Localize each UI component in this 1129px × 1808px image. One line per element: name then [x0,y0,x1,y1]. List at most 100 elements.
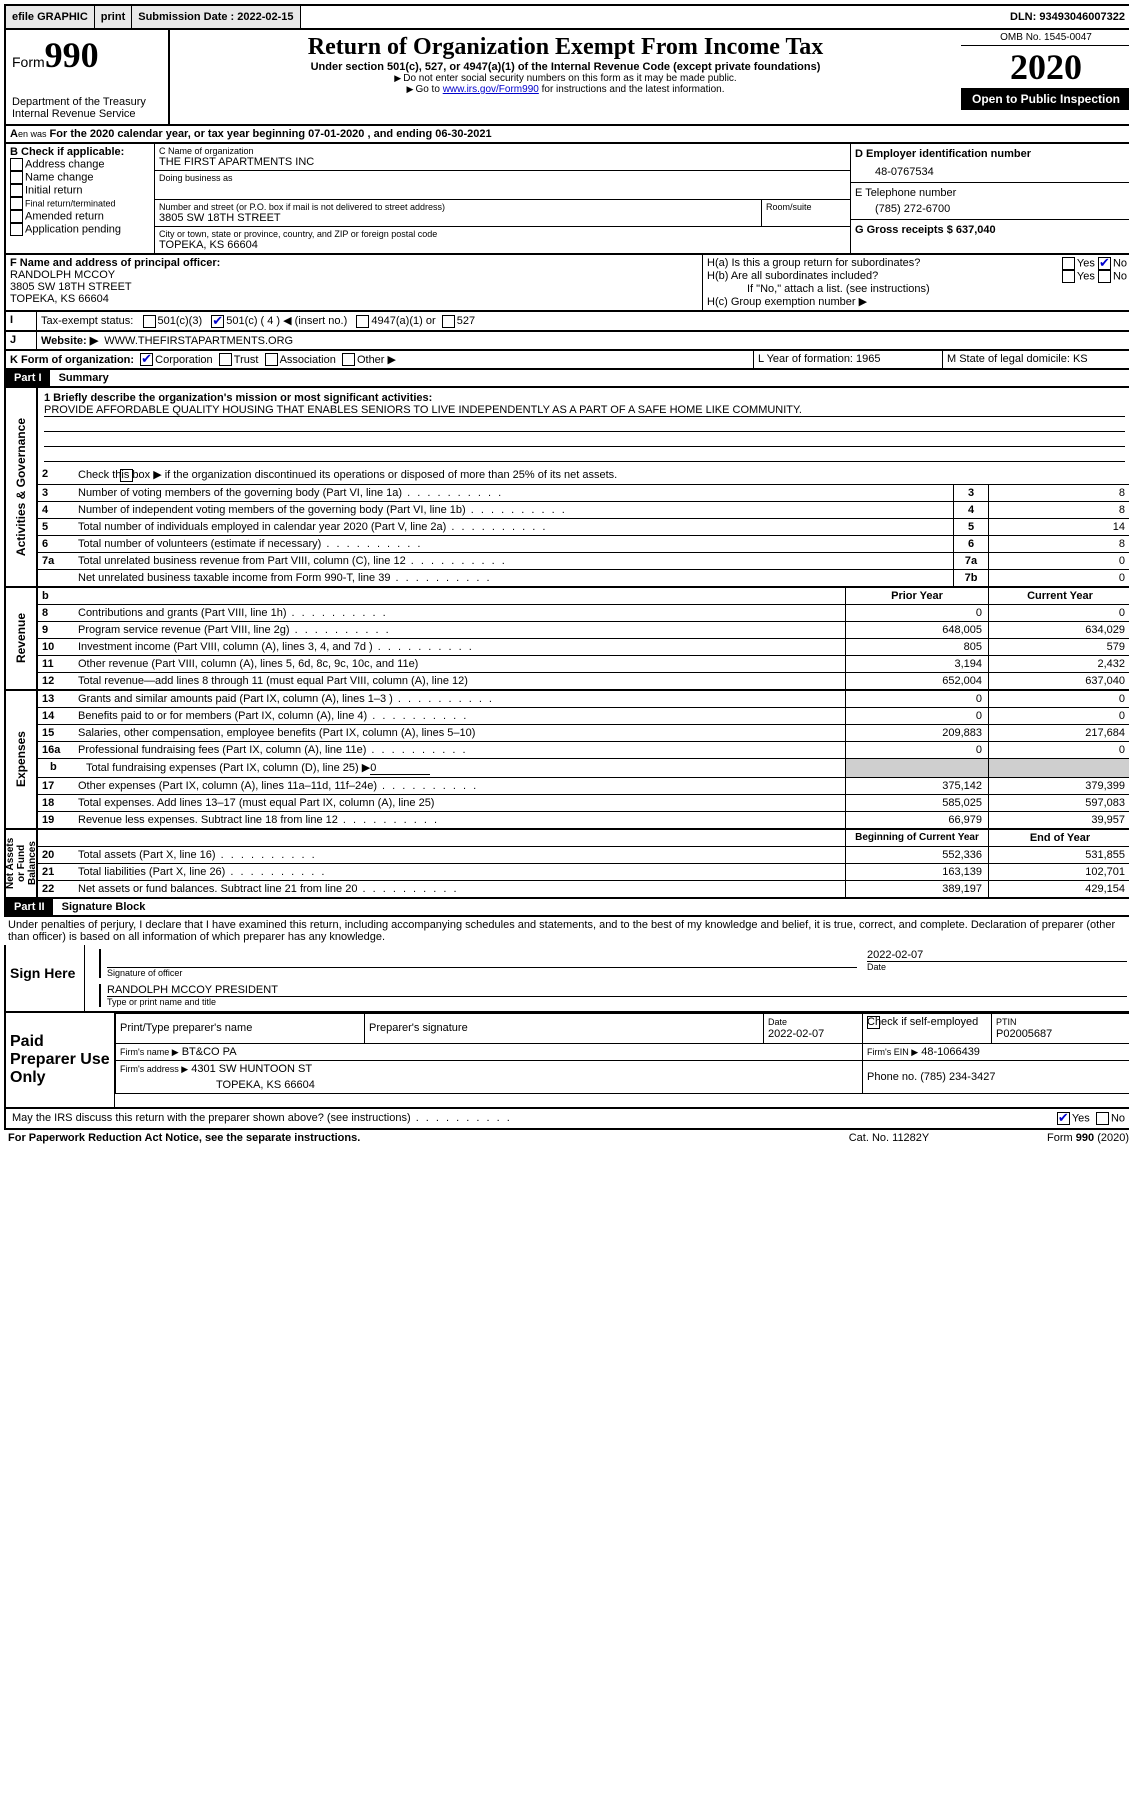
dln-label: DLN: 93493046007322 [1004,6,1129,28]
year-formation: L Year of formation: 1965 [754,351,943,369]
firm-addr1: 4301 SW HUNTOON ST [191,1063,312,1075]
ha-label: H(a) Is this a group return for subordin… [707,257,920,270]
curr-l12: 637,040 [988,673,1129,689]
prior-l12: 652,004 [845,673,988,689]
val-l4: 8 [988,502,1129,518]
form-number: 990 [45,35,99,75]
firm-name: BT&CO PA [182,1046,237,1058]
curr-l10: 579 [988,639,1129,655]
prior-l17: 375,142 [845,778,988,794]
checkbox-address-change[interactable] [10,158,23,171]
officer-addr2: TOPEKA, KS 66604 [10,293,698,305]
instr-1: Do not enter social security numbers on … [174,73,957,84]
part1-title: Summary [53,370,115,386]
website-block: J Website: ▶ WWW.THEFIRSTAPARTMENTS.ORG [4,332,1129,351]
prior-l9: 648,005 [845,622,988,638]
form-subtitle: Under section 501(c), 527, or 4947(a)(1)… [174,61,957,73]
firm-ein: 48-1066439 [921,1046,980,1058]
form-title: Return of Organization Exempt From Incom… [174,34,957,61]
paid-preparer-block: Paid Preparer Use Only Print/Type prepar… [4,1013,1129,1109]
prior-l19: 66,979 [845,812,988,828]
addr-label: Number and street (or P.O. box if mail i… [159,202,757,212]
checkbox-discuss-no[interactable] [1096,1112,1109,1125]
val-l6: 8 [988,536,1129,552]
checkbox-4947[interactable] [356,315,369,328]
org-city: TOPEKA, KS 66604 [159,239,846,251]
omb-number: OMB No. 1545-0047 [961,30,1129,46]
block-d-label: D Employer identification number [855,148,1127,160]
section-governance: Activities & Governance 1 Briefly descri… [4,388,1129,588]
part2-header: Part II [6,899,53,915]
checkbox-discontinued[interactable] [120,469,133,482]
val-l5: 14 [988,519,1129,535]
checkbox-ha-no[interactable] [1098,257,1111,270]
curr-l17: 379,399 [988,778,1129,794]
beg-l21: 163,139 [845,864,988,880]
perjury-text: Under penalties of perjury, I declare th… [4,917,1129,945]
checkbox-final-return[interactable] [10,197,23,210]
sign-here-block: Sign Here Signature of officer 2022-02-0… [4,945,1129,1013]
dept-label: Department of the Treasury [12,96,162,108]
open-public-badge: Open to Public Inspection [961,88,1129,110]
prior-l18: 585,025 [845,795,988,811]
tax-year: 2020 [961,46,1129,88]
checkbox-hb-no[interactable] [1098,270,1111,283]
checkbox-self-employed[interactable] [867,1016,880,1029]
cat-no: Cat. No. 11282Y [809,1132,969,1144]
curr-l14: 0 [988,708,1129,724]
checkbox-trust[interactable] [219,353,232,366]
tax-exempt-block: I Tax-exempt status: 501(c)(3) 501(c) ( … [4,312,1129,332]
curr-l16a: 0 [988,742,1129,758]
hb-label: H(b) Are all subordinates included? [707,270,878,283]
checkbox-application-pending[interactable] [10,223,23,236]
form-footer: Form 990 (2020) [969,1132,1129,1144]
firm-addr2: TOPEKA, KS 66604 [116,1077,863,1094]
dba-label: Doing business as [159,173,846,183]
officer-name: RANDOLPH MCCOY [10,269,698,281]
checkbox-discuss-yes[interactable] [1057,1112,1070,1125]
checkbox-501c3[interactable] [143,315,156,328]
checkbox-other[interactable] [342,353,355,366]
checkbox-hb-yes[interactable] [1062,270,1075,283]
officer-addr1: 3805 SW 18TH STREET [10,281,698,293]
submission-date: Submission Date : 2022-02-15 [132,6,300,28]
checkbox-ha-yes[interactable] [1062,257,1075,270]
officer-name-title: RANDOLPH MCCOY PRESIDENT [107,984,1127,996]
block-b-header: B Check if applicable: [10,146,150,158]
beg-l22: 389,197 [845,881,988,897]
section-revenue: Revenue bPrior YearCurrent Year 8Contrib… [4,588,1129,691]
prior-l8: 0 [845,605,988,621]
curr-l11: 2,432 [988,656,1129,672]
checkbox-amended[interactable] [10,210,23,223]
hc-label: H(c) Group exemption number ▶ [707,295,1127,308]
prior-l14: 0 [845,708,988,724]
form-header: Form990 Department of the Treasury Inter… [4,30,1129,126]
section-expenses: Expenses 13Grants and similar amounts pa… [4,691,1129,830]
org-info-block: B Check if applicable: Address change Na… [4,144,1129,255]
irs-label: Internal Revenue Service [12,108,162,120]
efile-label: efile GRAPHIC [6,6,95,28]
ptin-value: P02005687 [996,1028,1052,1040]
l1-label: 1 Briefly describe the organization's mi… [44,392,1125,404]
checkbox-initial-return[interactable] [10,184,23,197]
phone-value: (785) 272-6700 [855,199,1127,215]
website-value: WWW.THEFIRSTAPARTMENTS.ORG [104,335,293,347]
curr-l18: 597,083 [988,795,1129,811]
val-l3: 8 [988,485,1129,501]
top-bar: efile GRAPHIC print Submission Date : 20… [4,4,1129,30]
checkbox-name-change[interactable] [10,171,23,184]
irs-link[interactable]: www.irs.gov/Form990 [443,84,539,95]
val-l7b: 0 [988,570,1129,586]
curr-l19: 39,957 [988,812,1129,828]
checkbox-501c[interactable] [211,315,224,328]
checkbox-527[interactable] [442,315,455,328]
print-button[interactable]: print [95,6,132,28]
block-e-label: E Telephone number [855,187,1127,199]
val-l16b: 0 [370,762,430,775]
block-f-label: F Name and address of principal officer: [10,257,698,269]
section-netassets: Net Assets or Fund Balances Beginning of… [4,830,1129,899]
val-l7a: 0 [988,553,1129,569]
paperwork-notice: For Paperwork Reduction Act Notice, see … [8,1132,809,1144]
checkbox-association[interactable] [265,353,278,366]
checkbox-corporation[interactable] [140,353,153,366]
